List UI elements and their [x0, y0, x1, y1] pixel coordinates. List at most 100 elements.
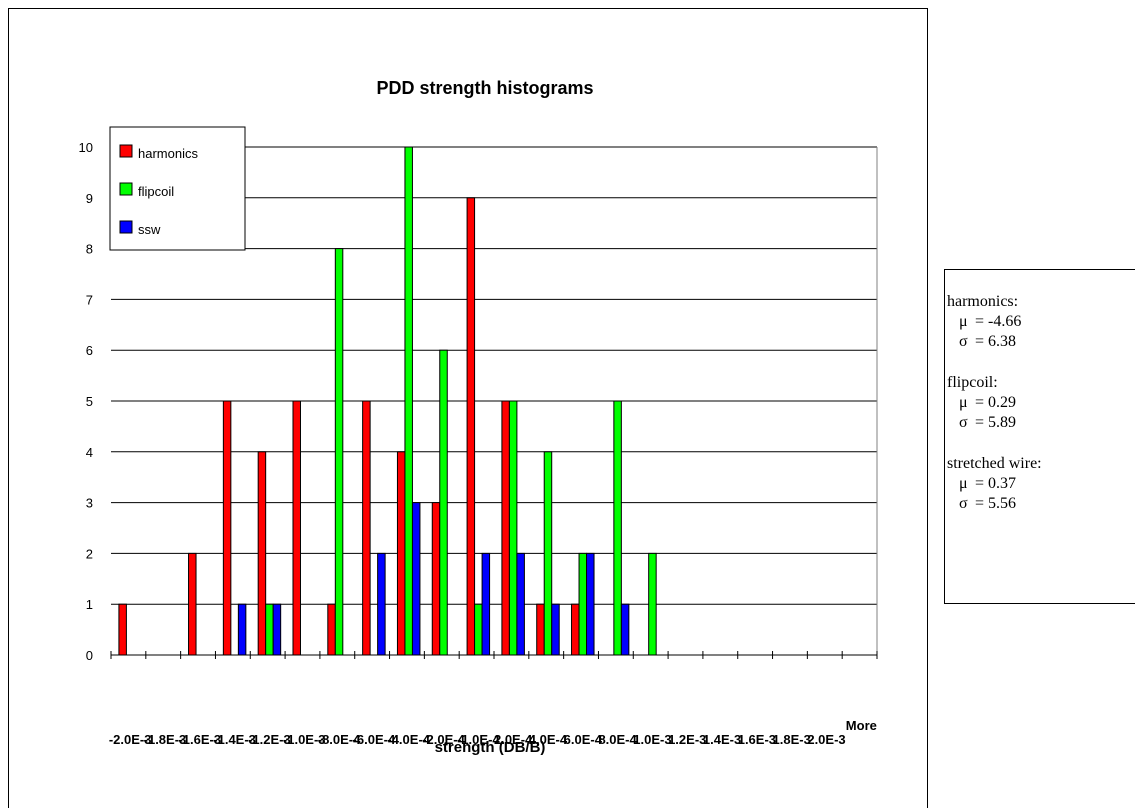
stats-stretched-wire-mean: μ = 0.37	[947, 474, 1135, 494]
x-tick-label: 4.0E-4	[529, 732, 568, 747]
bar-flipcoil	[508, 400, 518, 656]
bar-harmonics	[362, 400, 371, 656]
x-tick-label: -1.0E-4	[457, 732, 500, 747]
stats-stretched-wire-stddev: σ = 5.56	[947, 494, 1135, 514]
x-tick-label: 1.0E-3	[633, 732, 671, 747]
bar-ssw	[411, 502, 421, 656]
x-tick-label: -1.6E-3	[178, 732, 221, 747]
bar-flipcoil	[648, 552, 657, 656]
mean-value: = 0.29	[975, 394, 1017, 411]
legend-swatch-ssw	[119, 220, 133, 234]
mu-symbol: μ	[959, 394, 968, 411]
x-tick-label: -1.4E-3	[213, 732, 256, 747]
y-tick-label: 6	[86, 343, 93, 358]
x-tick-label: -4.0E-4	[387, 732, 430, 747]
y-tick-label: 2	[86, 546, 93, 561]
mu-symbol: μ	[959, 475, 968, 492]
chart-frame	[8, 8, 928, 808]
bar-flipcoil	[613, 400, 622, 656]
sigma-symbol: σ	[959, 495, 968, 512]
x-tick-label: -2.0E-3	[109, 732, 152, 747]
bar-harmonics	[431, 502, 441, 656]
statistics-box: harmonics: μ = -4.66 σ = 6.38 flipcoil: μ =…	[944, 269, 1135, 604]
bar-ssw	[551, 603, 560, 656]
x-tick-label: 2.0E-4	[494, 732, 533, 747]
histogram-chart: PDD strength histograms 0 1 2 3 4 5 6 7 8 9 10 -2.0…	[79, 78, 878, 756]
bar-ssw	[516, 552, 525, 656]
bar-flipcoil	[474, 603, 483, 656]
bar-ssw	[586, 552, 595, 656]
stats-harmonics-stddev: σ = 6.38	[947, 332, 1135, 352]
bar-harmonics	[571, 603, 580, 656]
x-tick-label: 1.2E-3	[668, 732, 706, 747]
chart-title: PDD strength histograms	[376, 78, 593, 98]
bar-flipcoil	[578, 552, 588, 656]
x-tick-label: -8.0E-4	[318, 732, 361, 747]
mean-value: = 0.37	[975, 475, 1017, 492]
bar-ssw	[377, 552, 386, 656]
stats-flipcoil-stddev: σ = 5.89	[947, 413, 1135, 433]
bar-harmonics	[501, 400, 510, 656]
x-tick-label: 1.6E-3	[738, 732, 776, 747]
stats-harmonics: harmonics: μ = -4.66 σ = 6.38	[947, 292, 1135, 352]
bar-flipcoil	[265, 603, 274, 656]
sigma-symbol: σ	[959, 333, 968, 350]
bar-harmonics	[396, 451, 406, 656]
mean-value: = -4.66	[975, 313, 1022, 330]
x-tick-label: 1.8E-3	[773, 732, 811, 747]
bar-harmonics	[257, 451, 267, 656]
x-tick-label: More	[846, 718, 877, 733]
y-tick-label: 7	[86, 292, 93, 307]
legend-label-ssw: ssw	[138, 222, 161, 237]
bar-ssw	[481, 552, 491, 656]
stats-harmonics-label: harmonics:	[947, 293, 1019, 310]
y-tick-label: 10	[79, 140, 93, 155]
x-tick-label: 2.0E-3	[807, 732, 845, 747]
bar-ssw	[272, 603, 282, 656]
y-tick-label: 0	[86, 648, 93, 663]
stats-harmonics-mean: μ = -4.66	[947, 312, 1135, 332]
y-tick-label: 9	[86, 191, 93, 206]
stats-flipcoil-mean: μ = 0.29	[947, 393, 1135, 413]
stddev-value: = 6.38	[975, 333, 1017, 350]
stats-stretched-wire: stretched wire: μ = 0.37 σ = 5.56	[947, 454, 1135, 514]
stddev-value: = 5.56	[975, 495, 1017, 512]
bar-ssw	[620, 603, 630, 656]
x-tick-label: 6.0E-4	[564, 732, 603, 747]
y-tick-label: 5	[86, 394, 93, 409]
y-tick-label: 4	[86, 445, 93, 460]
legend-swatch-harmonics	[119, 144, 133, 158]
bar-flipcoil	[439, 349, 448, 656]
x-tick-label: -2.0E-4	[422, 732, 465, 747]
x-tick-label: -1.8E-3	[144, 732, 187, 747]
bar-harmonics	[466, 197, 476, 656]
x-axis-label: strength (DB/B)	[435, 739, 546, 756]
bar-harmonics	[118, 603, 127, 656]
bar-flipcoil	[543, 451, 553, 656]
bar-harmonics	[327, 603, 336, 656]
x-tick-label: -1.2E-3	[248, 732, 291, 747]
bar-harmonics	[222, 400, 232, 656]
x-tick-label: 8.0E-4	[598, 732, 637, 747]
mu-symbol: μ	[959, 313, 968, 330]
y-tick-label: 3	[86, 496, 93, 511]
stats-flipcoil: flipcoil: μ = 0.29 σ = 5.89	[947, 373, 1135, 433]
y-tick-label: 8	[86, 242, 93, 257]
y-tick-label: 1	[86, 597, 93, 612]
bar-flipcoil	[404, 146, 413, 656]
stats-stretched-wire-label: stretched wire:	[947, 455, 1042, 472]
bar-ssw	[237, 603, 247, 656]
legend-swatch-flipcoil	[119, 182, 133, 196]
bar-harmonics	[188, 552, 197, 656]
bar-harmonics	[536, 603, 545, 656]
legend-label-harmonics: harmonics	[138, 146, 198, 161]
stddev-value: = 5.89	[975, 414, 1017, 431]
legend-label-flipcoil: flipcoil	[138, 184, 174, 199]
sigma-symbol: σ	[959, 414, 968, 431]
plot-area: 0 1 2 3 4 5 6 7 8 9 10 -2.0E-3-1.8E-3-1.6E-3-1.4E-3…	[79, 126, 878, 747]
x-tick-label: -1.0E-3	[283, 732, 326, 747]
bar-flipcoil	[334, 248, 344, 656]
stats-flipcoil-label: flipcoil:	[947, 374, 998, 391]
x-tick-label: -6.0E-4	[353, 732, 396, 747]
x-tick-label: 1.4E-3	[703, 732, 741, 747]
